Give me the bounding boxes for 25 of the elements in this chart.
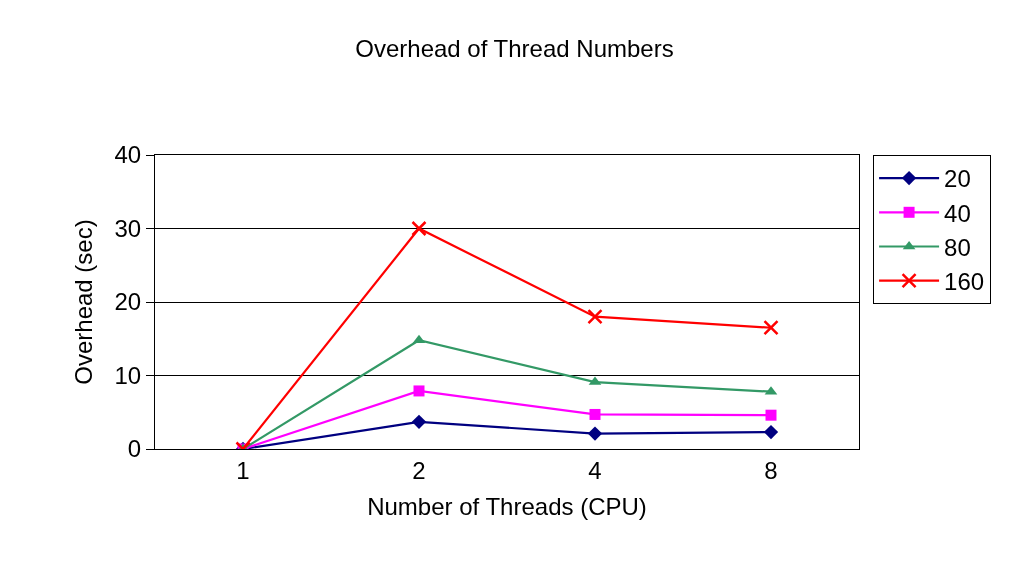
point xyxy=(589,408,601,420)
y-axis-title: Overhead (sec) xyxy=(69,219,97,385)
y-tick-label: 0 xyxy=(127,435,142,463)
point xyxy=(411,414,427,429)
legend-label: 80 xyxy=(944,233,971,261)
y-tick-label: 10 xyxy=(114,361,142,389)
point xyxy=(413,385,425,397)
point xyxy=(587,308,603,325)
y-tick-label: 40 xyxy=(114,141,142,169)
point xyxy=(763,424,779,440)
point xyxy=(765,409,777,421)
chart-title: Overhead of Thread Numbers xyxy=(355,34,674,62)
point xyxy=(763,319,779,336)
legend-label: 40 xyxy=(944,199,971,227)
x-tick-label: 1 xyxy=(236,456,250,484)
legend-label: 20 xyxy=(944,165,971,193)
x-tick-label: 8 xyxy=(764,456,778,484)
x-tick-label: 4 xyxy=(588,456,602,484)
y-tick-label: 20 xyxy=(114,288,142,316)
x-axis-title: Number of Threads (CPU) xyxy=(367,493,647,521)
point xyxy=(411,220,427,237)
y-tick-label: 30 xyxy=(114,214,142,242)
x-tick-label: 2 xyxy=(412,456,426,484)
point xyxy=(587,426,603,441)
legend-label: 160 xyxy=(944,268,985,296)
